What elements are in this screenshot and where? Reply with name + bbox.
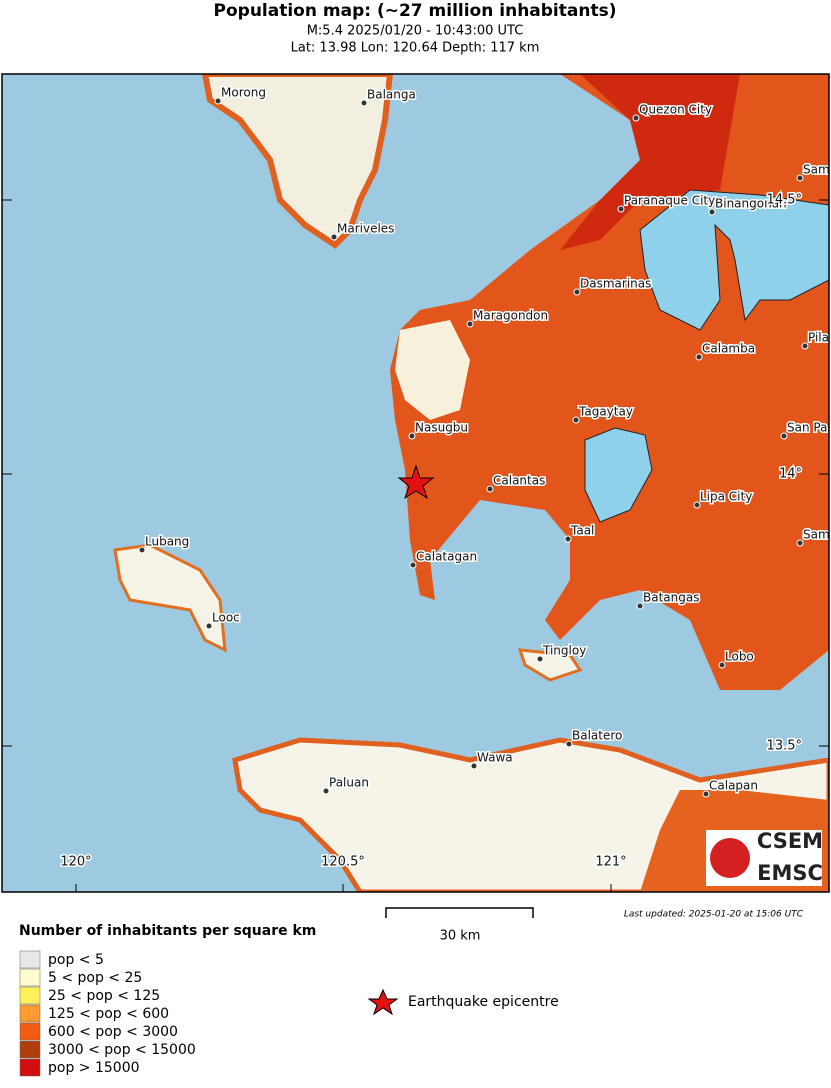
city-dot	[470, 762, 478, 770]
scale-label: 30 km	[440, 929, 481, 944]
city-label: Paluan	[329, 776, 369, 790]
city-label: Wawa	[477, 751, 513, 765]
city-dot	[214, 97, 222, 105]
city-dot	[486, 485, 494, 493]
logo-globe	[710, 838, 750, 878]
city-dot	[632, 114, 640, 122]
city-dot	[617, 205, 625, 213]
legend-label: 600 < pop < 3000	[48, 1024, 178, 1040]
lat-label: 14°	[779, 467, 802, 482]
city-dot	[695, 353, 703, 361]
scale-bar	[385, 907, 534, 918]
legend-label: 5 < pop < 25	[48, 970, 142, 986]
city-dot	[565, 740, 573, 748]
legend-swatch	[19, 968, 41, 987]
subtitle: Lat: 13.98 Lon: 120.64 Depth: 117 km	[291, 41, 540, 56]
legend-swatch	[19, 1022, 41, 1041]
legend-label: 125 < pop < 600	[48, 1006, 169, 1022]
legend-label: 25 < pop < 125	[48, 988, 160, 1004]
legend-swatch	[19, 950, 41, 969]
land	[201, 74, 394, 249]
city-label: San Pa	[787, 421, 827, 435]
map: Morong Balanga Mariveles Quezon City Sam Para…	[2, 74, 830, 892]
city-label: Calapan	[709, 779, 758, 793]
legend-label: 3000 < pop < 15000	[48, 1042, 196, 1058]
city-label: Tingloy	[542, 644, 586, 658]
title: Population map: (~27 million inhabitants…	[214, 1, 617, 21]
legend-label: pop > 15000	[48, 1060, 140, 1076]
city-label: Lipa City	[700, 490, 752, 504]
city-dot	[536, 655, 544, 663]
lon-label: 120.5°	[321, 855, 365, 870]
legend-label: pop < 5	[48, 952, 104, 968]
sparse	[395, 320, 470, 420]
legend-swatch	[19, 1004, 41, 1023]
city-dot	[718, 661, 726, 669]
city-label: Tagaytay	[578, 405, 633, 419]
city-label: Batangas	[643, 591, 699, 605]
city-dot	[205, 622, 213, 630]
city-label: Taal	[570, 524, 594, 538]
urban	[560, 74, 740, 250]
lat-label: 14.5°	[767, 193, 802, 208]
city-dot	[408, 432, 416, 440]
legend-label: Earthquake epicentre	[408, 994, 559, 1010]
city-dot	[409, 561, 417, 569]
city-dot	[780, 432, 788, 440]
legend-title: Number of inhabitants per square km	[19, 923, 316, 939]
city-dot	[360, 99, 368, 107]
city-label: Lubang	[145, 535, 189, 549]
city-label: Sam	[803, 528, 830, 542]
city-label: Quezon City	[639, 103, 712, 117]
city-dot	[708, 208, 716, 216]
city-label: Paranaque City	[624, 194, 715, 208]
city-label: Dasmarinas	[580, 277, 651, 291]
city-label: Pila	[808, 331, 829, 345]
city-dot	[693, 501, 701, 509]
city-dot	[636, 602, 644, 610]
map-frame	[1, 73, 830, 893]
city-label: Mariveles	[337, 222, 394, 236]
land	[517, 648, 583, 682]
subtitle: M:5.4 2025/01/20 - 10:43:00 UTC	[307, 24, 524, 39]
logo-text: EMSC	[757, 861, 823, 885]
city-dot	[322, 787, 330, 795]
logo-text: CSEM	[757, 829, 823, 853]
city-dot	[564, 535, 572, 543]
lon-label: 121°	[595, 855, 626, 870]
city-label: Balanga	[367, 88, 416, 102]
city-label: Lobo	[725, 650, 754, 664]
city-label: Calatagan	[416, 550, 477, 564]
legend-swatch	[19, 1058, 41, 1077]
legend-swatch	[19, 1040, 41, 1059]
city-label: Binangonan	[715, 197, 787, 211]
city-dot	[466, 320, 474, 328]
city-dot	[138, 546, 146, 554]
city-label: Sam	[803, 163, 830, 177]
city-dot	[796, 539, 804, 547]
city-label: Maragondon	[473, 309, 548, 323]
city-dot	[801, 342, 809, 350]
city-label: Calantas	[493, 474, 545, 488]
lon-label: 120°	[60, 855, 91, 870]
legend-swatch	[19, 986, 41, 1005]
epicentre	[397, 464, 435, 500]
city-dot	[572, 416, 580, 424]
city-dot	[573, 288, 581, 296]
lat-label: 13.5°	[767, 739, 802, 754]
city-dot	[796, 174, 804, 182]
lake	[639, 189, 829, 331]
city-label: Nasugbu	[415, 421, 468, 435]
city-label: Looc	[212, 611, 240, 625]
legend-star	[367, 988, 399, 1016]
city-dot	[330, 233, 338, 241]
city-dot	[702, 790, 710, 798]
lake	[584, 427, 653, 523]
city-label: Morong	[221, 86, 266, 100]
city-label: Calamba	[702, 342, 755, 356]
last-updated: Last updated: 2025-01-20 at 15:06 UTC	[624, 910, 804, 920]
land	[113, 543, 227, 653]
city-label: Balatero	[572, 729, 622, 743]
